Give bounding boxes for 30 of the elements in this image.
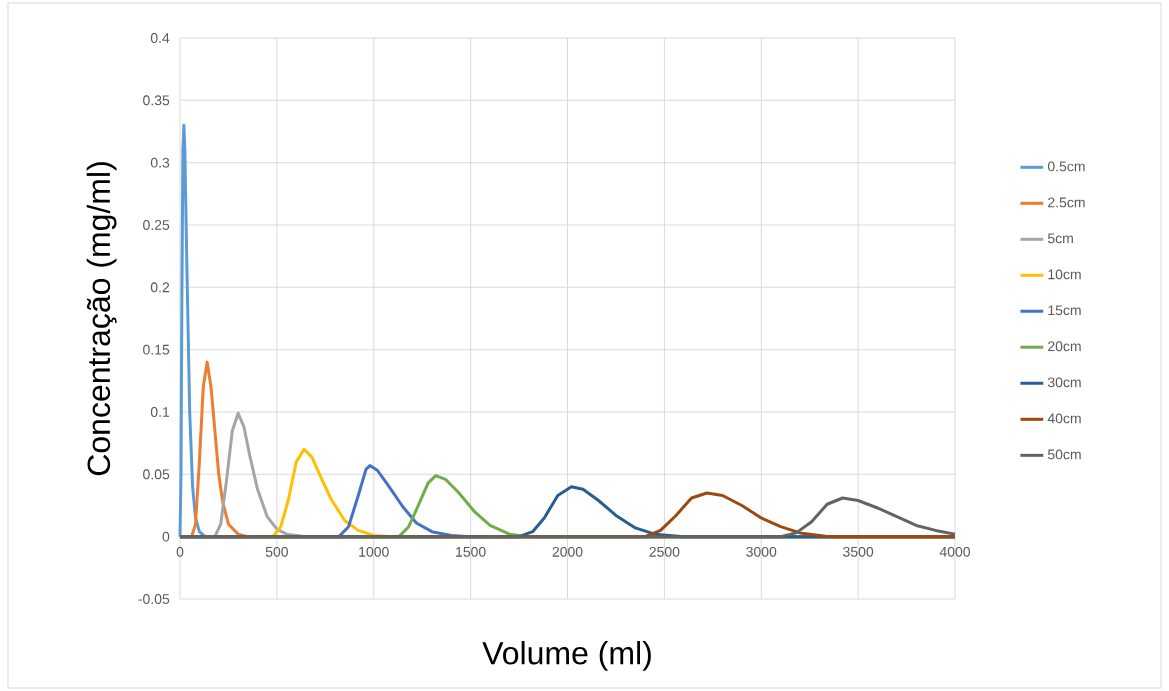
x-tick-label: 3000	[746, 546, 777, 557]
legend-label: 20cm	[1048, 341, 1081, 352]
y-axis-title: Concentração (mg/ml)	[86, 162, 117, 476]
x-tick-label: 1500	[456, 546, 486, 557]
legend-label: 5cm	[1047, 233, 1073, 244]
y-tick-label: 0.3	[150, 157, 170, 168]
x-tick-label: 2000	[552, 546, 583, 557]
y-tick-label: 0.1	[150, 407, 170, 417]
legend-label: 40cm	[1047, 413, 1081, 424]
y-tick-label: -0.05	[138, 594, 170, 604]
y-tick-label: 0.2	[150, 282, 170, 293]
y-tick-label: 0.35	[143, 95, 170, 106]
x-tick-label: 2500	[649, 546, 680, 557]
y-tick-label: 0	[162, 531, 170, 542]
y-tick-label: 0.25	[143, 220, 170, 230]
legend-label: 0.5cm	[1047, 161, 1085, 172]
y-tick-label: 0.4	[150, 33, 170, 43]
legend-label: 15cm	[1048, 305, 1081, 316]
x-tick-label: 1000	[359, 546, 389, 557]
legend-label: 2.5cm	[1048, 197, 1085, 208]
x-axis-title: Volume (ml)	[482, 641, 651, 671]
x-tick-label: 0	[176, 546, 184, 557]
legend-label: 50cm	[1047, 449, 1081, 460]
y-tick-label: 0.15	[143, 344, 170, 355]
y-tick-label: 0.05	[143, 469, 170, 480]
x-tick-label: 3500	[843, 546, 874, 557]
x-tick-label: 4000	[939, 546, 971, 557]
legend-label: 10cm	[1048, 269, 1081, 280]
x-tick-label: 500	[265, 546, 289, 557]
legend-label: 30cm	[1047, 377, 1081, 388]
